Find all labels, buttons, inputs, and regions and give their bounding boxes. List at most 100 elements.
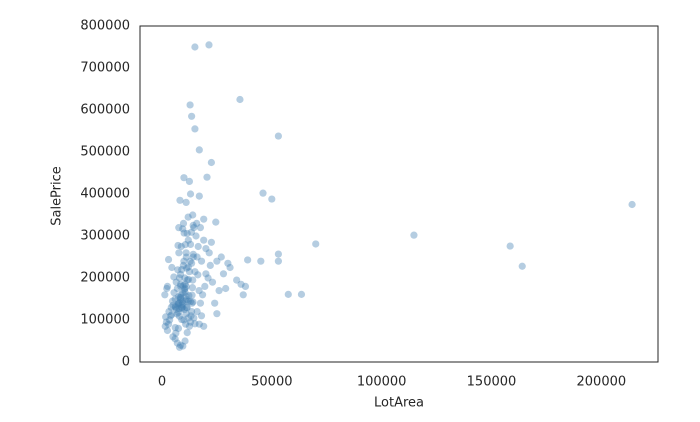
point — [184, 275, 193, 284]
point — [193, 308, 201, 316]
y-tick-label: 500000 — [80, 145, 130, 160]
point — [189, 211, 197, 219]
point — [174, 293, 183, 301]
point — [184, 236, 192, 244]
point — [211, 299, 219, 307]
point — [182, 249, 190, 257]
point — [170, 273, 178, 281]
point — [163, 326, 172, 335]
point — [168, 310, 176, 319]
point — [506, 242, 514, 250]
point — [239, 291, 247, 299]
x-tick-label: 150000 — [467, 375, 517, 390]
point — [183, 229, 191, 238]
point — [180, 174, 188, 182]
x-tick-label: 200000 — [577, 375, 627, 390]
point — [169, 301, 177, 309]
point — [191, 125, 199, 133]
point — [188, 308, 196, 316]
point — [222, 284, 230, 293]
point — [182, 198, 190, 206]
point — [189, 250, 197, 258]
point — [215, 287, 223, 295]
point — [180, 229, 188, 237]
point — [178, 297, 186, 306]
point — [180, 285, 188, 294]
x-tick-label: 100000 — [357, 375, 407, 390]
point — [181, 288, 189, 297]
y-tick-label: 400000 — [80, 187, 130, 202]
point — [195, 192, 203, 200]
point — [177, 291, 185, 299]
point — [177, 282, 185, 290]
point — [174, 308, 182, 317]
y-tick-label: 800000 — [80, 19, 130, 34]
point — [188, 291, 196, 299]
point — [182, 320, 190, 328]
point — [186, 190, 195, 198]
point — [213, 257, 221, 265]
point — [177, 341, 185, 349]
point — [162, 313, 170, 321]
point — [173, 284, 181, 293]
point — [217, 253, 225, 261]
plot-frame — [139, 25, 659, 363]
y-tick-label: 700000 — [80, 61, 130, 76]
point — [185, 322, 194, 330]
point — [184, 263, 192, 271]
point — [163, 284, 171, 293]
point — [202, 245, 210, 253]
point — [186, 318, 195, 326]
point — [190, 224, 198, 232]
point — [224, 259, 232, 267]
point — [173, 339, 181, 347]
point — [257, 257, 265, 265]
point — [187, 228, 196, 236]
point — [174, 266, 182, 274]
point — [177, 294, 185, 302]
point — [191, 320, 199, 328]
point — [179, 289, 187, 297]
point — [226, 263, 234, 272]
point — [207, 238, 215, 246]
point — [186, 240, 195, 248]
point — [259, 189, 267, 197]
point — [176, 293, 184, 301]
point — [219, 270, 228, 278]
point — [182, 253, 190, 261]
point — [183, 264, 191, 272]
point — [163, 282, 172, 290]
point — [190, 314, 198, 322]
point — [178, 301, 186, 309]
point — [204, 274, 212, 282]
point — [236, 95, 244, 104]
y-tick-label: 300000 — [80, 229, 130, 244]
point — [181, 337, 189, 345]
point — [181, 241, 189, 249]
point — [183, 276, 191, 284]
point — [175, 305, 183, 313]
point — [201, 282, 209, 290]
point — [186, 257, 194, 265]
point — [179, 299, 187, 307]
y-tick-label: 600000 — [80, 103, 130, 118]
point — [168, 297, 177, 305]
point — [174, 324, 183, 332]
point — [188, 299, 196, 307]
point — [174, 300, 183, 308]
point — [182, 310, 190, 318]
point — [628, 200, 636, 209]
point — [189, 253, 197, 261]
point — [191, 43, 199, 51]
point — [170, 289, 178, 297]
y-tick-label: 200000 — [80, 271, 130, 286]
point — [177, 280, 185, 288]
point — [196, 224, 205, 232]
point — [169, 333, 177, 341]
point — [171, 335, 179, 343]
point — [197, 312, 206, 320]
point — [164, 320, 173, 328]
point — [171, 303, 180, 312]
point — [195, 320, 203, 328]
point — [206, 261, 214, 269]
